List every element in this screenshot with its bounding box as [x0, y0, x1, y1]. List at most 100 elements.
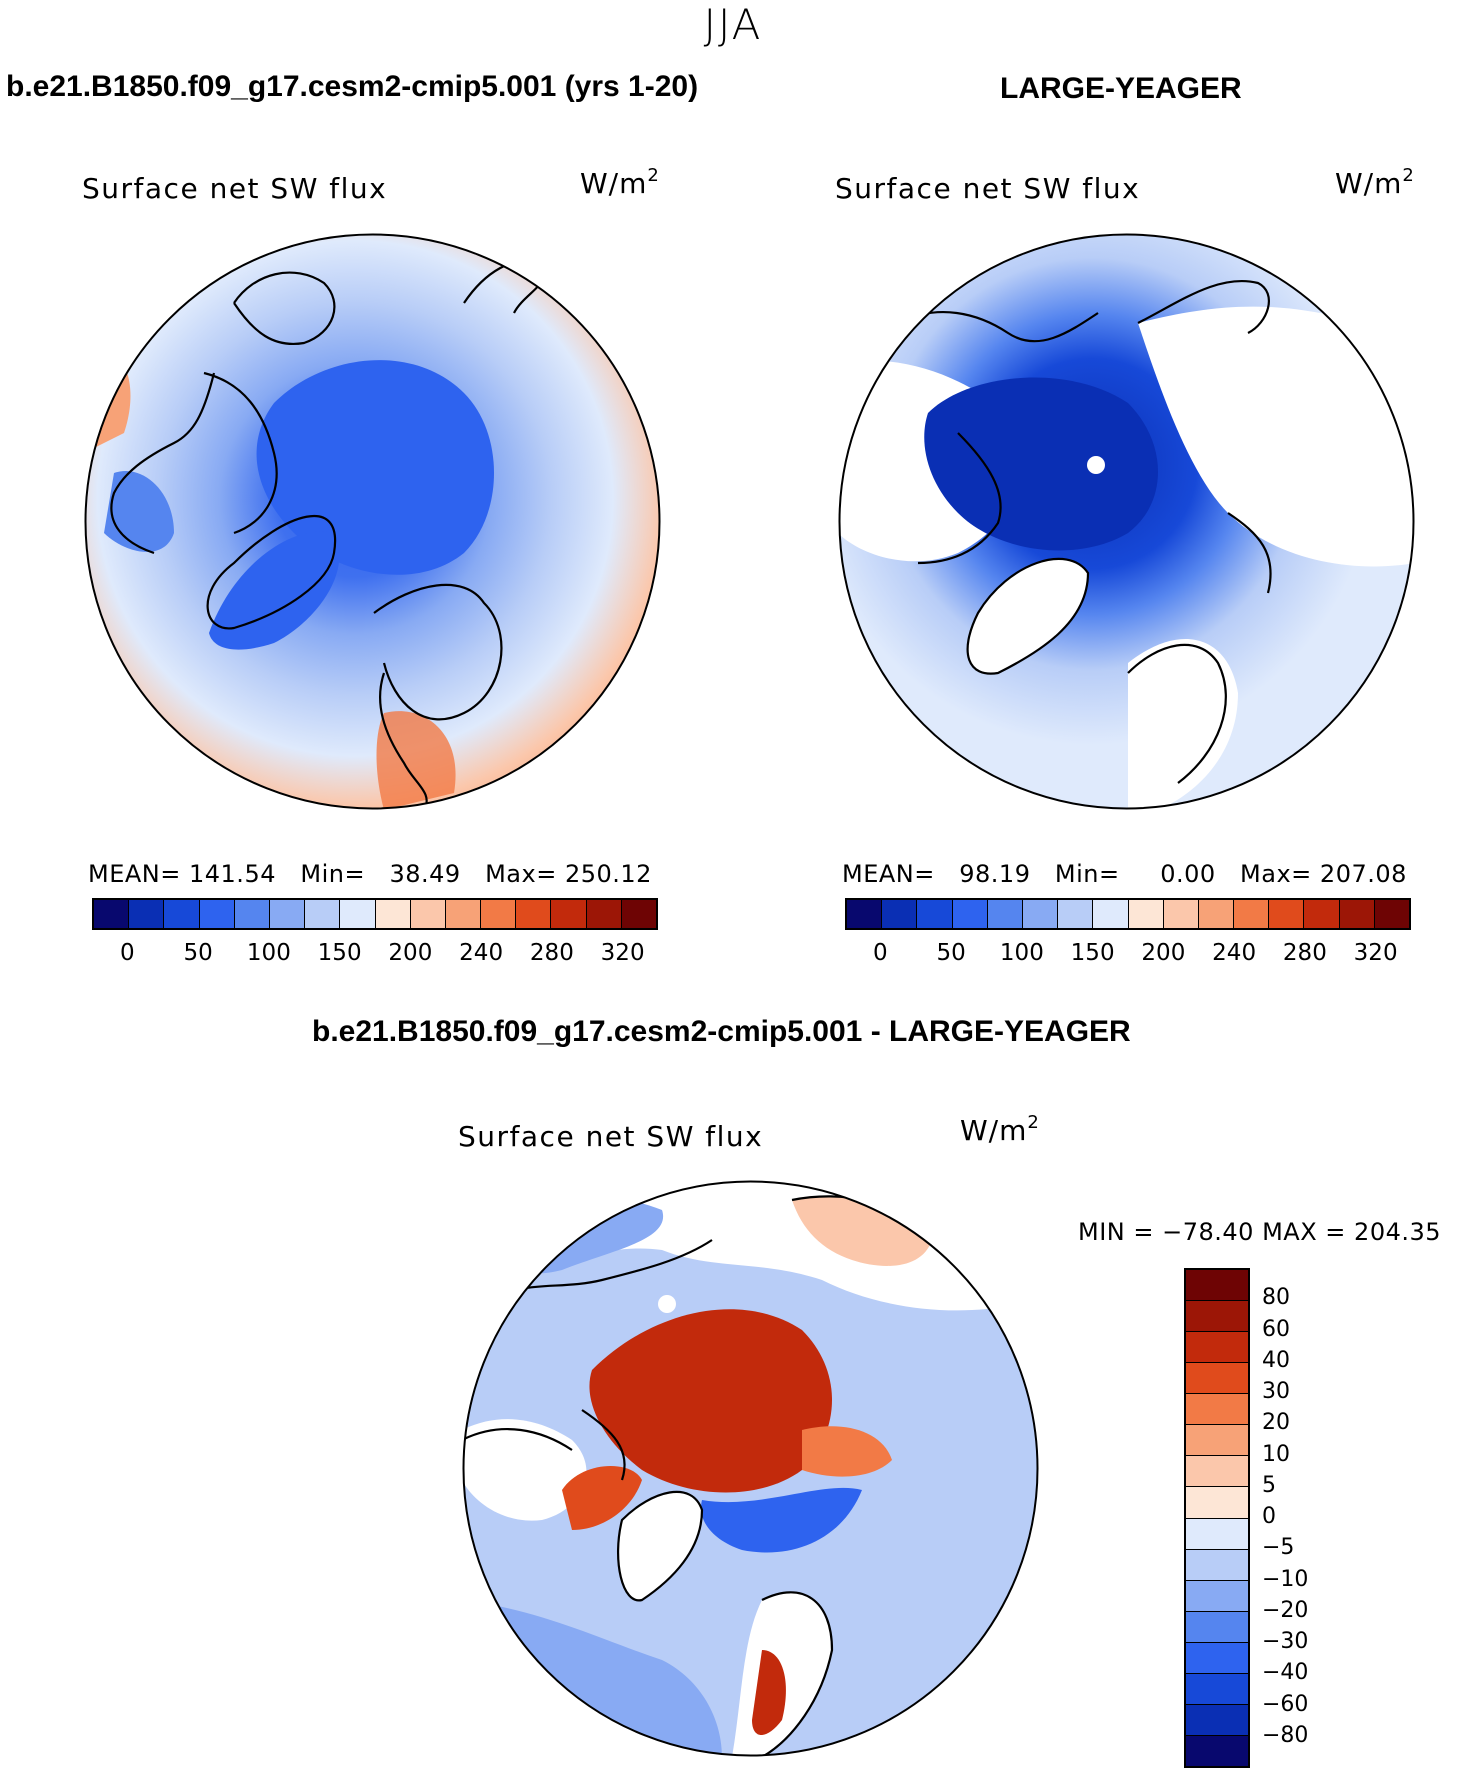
- panel1-colorbar-swatch: [551, 900, 587, 928]
- panel3-colorbar-swatch: [1186, 1735, 1248, 1766]
- panel2-colorbar-swatch: [1234, 900, 1270, 928]
- panel3-colorbar-tick-label: 0: [1262, 1504, 1276, 1529]
- panel1-colorbar-tick-label: 150: [317, 940, 362, 966]
- panel3-land-mask-greenland: [618, 1491, 702, 1601]
- panel1-case-title: b.e21.B1850.f09_g17.cesm2-cmip5.001 (yrs…: [6, 70, 699, 103]
- panel2-colorbar-swatch: [1304, 900, 1340, 928]
- panel3-colorbar-swatch: [1186, 1487, 1248, 1519]
- panel1-colorbar-swatch: [481, 900, 517, 928]
- panel3-colorbar-swatch: [1186, 1549, 1248, 1581]
- panel2-mean-value: 98.19: [959, 860, 1031, 888]
- panel3-colorbar-tick-label: 60: [1262, 1316, 1290, 1342]
- panel1-colorbar-swatch: [129, 900, 165, 928]
- panel2-map-border: [838, 233, 1415, 810]
- panel3-colorbar-tick-label: 30: [1262, 1379, 1290, 1404]
- panel2-colorbar-swatch: [1339, 900, 1375, 928]
- panel2-colorbar-swatch: [917, 900, 953, 928]
- panel1-stats: MEAN= 141.54 Min= 38.49 Max= 250.12: [88, 860, 652, 888]
- panel1-units-base: W/m: [580, 167, 648, 200]
- panel2-colorbar-tick-label: 320: [1353, 940, 1398, 966]
- panel3-colorbar-swatch: [1186, 1611, 1248, 1643]
- panel1-colorbar-swatch: [621, 900, 656, 928]
- panel2-colorbar-tick-label: 150: [1070, 940, 1115, 966]
- panel3-case-title: b.e21.B1850.f09_g17.cesm2-cmip5.001 - LA…: [312, 1015, 1131, 1048]
- panel1-colorbar-tick-label: 240: [459, 940, 504, 966]
- panel1-europe-high: [376, 711, 456, 809]
- panel3-stats: MIN = −78.40 MAX = 204.35: [1078, 1218, 1441, 1246]
- panel1-colorbar-tick-label: 200: [388, 940, 433, 966]
- panel2-colorbar-swatch: [1269, 900, 1305, 928]
- panel2-units: W/m2: [1335, 165, 1415, 200]
- panel2-colorbar-tick-label: 240: [1212, 940, 1257, 966]
- panel3-barents-negative: [701, 1487, 862, 1553]
- panel3-colorbar-swatch: [1186, 1642, 1248, 1674]
- panel2-colorbar-swatch: [952, 900, 988, 928]
- panel2-colorbar-swatch: [1198, 900, 1235, 928]
- panel3-colorbar-tick-label: 40: [1262, 1347, 1290, 1373]
- panel3-map-border: [462, 1180, 1039, 1757]
- panel1-units: W/m2: [580, 165, 660, 200]
- panel2-mean-label: MEAN=: [842, 860, 935, 888]
- panel1-colorbar-swatch: [164, 900, 200, 928]
- panel2-units-exp: 2: [1402, 165, 1415, 186]
- panel2-variable-title: Surface net SW flux: [835, 172, 1141, 205]
- panel3-max-value: 204.35: [1354, 1218, 1442, 1246]
- panel3-colorbar-swatch: [1186, 1518, 1248, 1550]
- panel2-colorbar-swatch: [1163, 900, 1199, 928]
- panel2-max-value: 207.08: [1319, 860, 1407, 888]
- panel2-colorbar-tick-label: 50: [936, 940, 966, 966]
- panel3-pole-marker: [658, 1295, 676, 1313]
- panel2-colorbar-tick-label: 200: [1141, 940, 1186, 966]
- panel2-pole-marker: [1087, 456, 1105, 474]
- panel1-colorbar-tick-label: 50: [183, 940, 213, 966]
- panel3-colorbar-tick-label: −30: [1262, 1629, 1309, 1654]
- panel2-colorbar-swatch: [1374, 900, 1409, 928]
- panel3-colorbar-tick-label: 5: [1262, 1472, 1276, 1498]
- panel1-max-label: Max=: [485, 860, 557, 888]
- panel3-colorbar-tick-label: −60: [1262, 1691, 1309, 1717]
- panel2-units-base: W/m: [1335, 167, 1403, 200]
- panel3-colorbar-tick-label: 20: [1262, 1410, 1290, 1436]
- panel1-colorbar-swatch: [375, 900, 411, 928]
- panel3-colorbar-swatch: [1186, 1332, 1248, 1364]
- panel1-colorbar-ticks: 0 50 100 150 200 240 280 320: [92, 940, 658, 970]
- panel3-sea-ice-positive: [589, 1309, 832, 1493]
- panel2-colorbar-ticks: 0 50 100 150 200 240 280 320: [845, 940, 1411, 970]
- panel3-colorbar-swatch: [1186, 1425, 1248, 1457]
- panel3-min-label: MIN =: [1078, 1218, 1154, 1246]
- panel1-colorbar-swatch: [234, 900, 270, 928]
- panel2-colorbar-swatch: [987, 900, 1023, 928]
- panel1-coastlines: [110, 259, 548, 809]
- panel3-colorbar-tick-label: −40: [1262, 1660, 1309, 1686]
- panel1-min-label: Min=: [300, 860, 366, 888]
- panel3-min-value: −78.40: [1162, 1218, 1254, 1246]
- panel1-map-border: [84, 233, 661, 810]
- panel2-land-mask-europe: [1128, 639, 1238, 809]
- panel2-colorbar: [845, 898, 1411, 930]
- panel3-europe-positive: [752, 1650, 786, 1735]
- panel3-colorbar-tick-label: −5: [1262, 1535, 1295, 1561]
- panel3-units: W/m2: [960, 1112, 1040, 1147]
- panel2-case-title: LARGE-YEAGER: [1000, 72, 1242, 105]
- panel2-colorbar-swatch: [847, 900, 883, 928]
- panel2-land-mask-asia: [1138, 306, 1414, 567]
- panel1-mean-value: 141.54: [189, 860, 276, 888]
- panel2-colorbar-swatch: [1058, 900, 1094, 928]
- panel3-colorbar-swatch: [1186, 1363, 1248, 1395]
- panel2-min-value: 0.00: [1160, 860, 1216, 888]
- panel2-colorbar-tick-label: 0: [873, 940, 888, 966]
- panel1-colorbar-tick-label: 0: [120, 940, 135, 966]
- panel1-colorbar-tick-label: 320: [600, 940, 645, 966]
- panel1-colorbar-swatch: [94, 900, 130, 928]
- panel2-colorbar-swatch: [882, 900, 918, 928]
- panel1-canada-low: [104, 471, 174, 552]
- panel1-colorbar-swatch: [445, 900, 482, 928]
- panel3-kara-positive: [802, 1426, 892, 1477]
- panel1-greenland: [209, 531, 340, 650]
- panel2-min-label: Min=: [1054, 860, 1120, 888]
- panel1-colorbar-tick-label: 280: [529, 940, 574, 966]
- panel1-colorbar-swatch: [410, 900, 446, 928]
- panel2-land-mask-greenland: [967, 558, 1088, 674]
- panel3-colorbar-tick-label: 80: [1262, 1285, 1290, 1311]
- panel1-colorbar: [92, 898, 658, 930]
